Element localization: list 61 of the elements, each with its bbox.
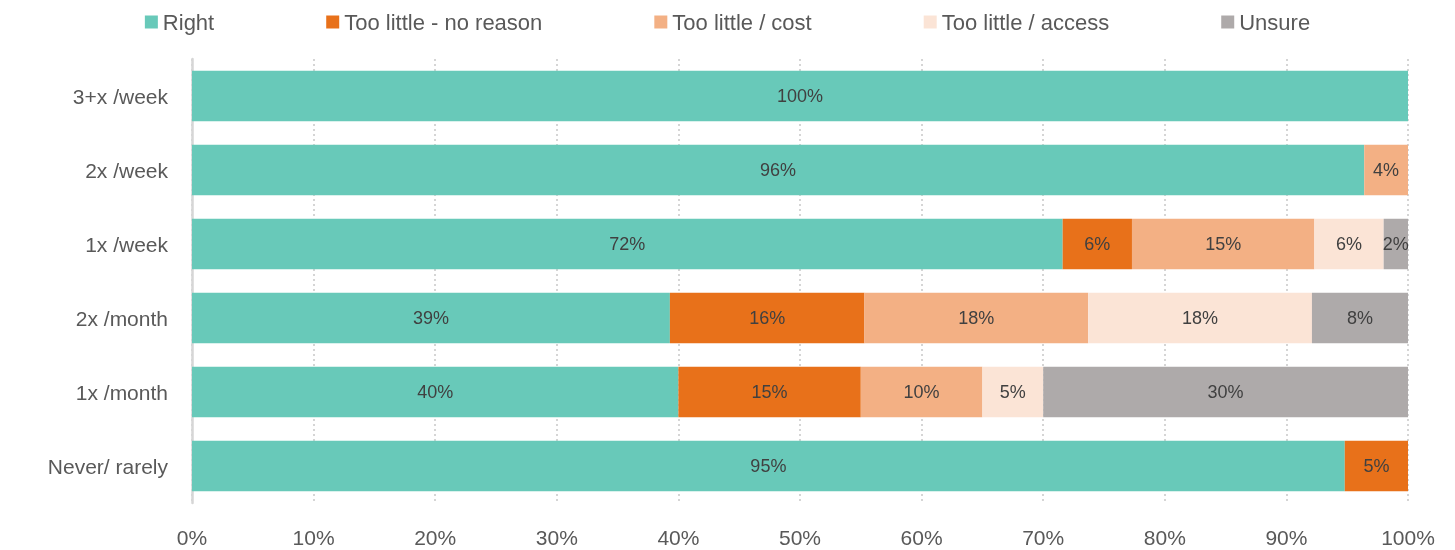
x-tick-label: 0% <box>176 526 208 549</box>
data-label: 95% <box>750 456 787 476</box>
x-tick-label: 80% <box>1143 526 1186 549</box>
data-label: 18% <box>1182 308 1219 328</box>
bar <box>1344 440 1408 492</box>
data-label: 2% <box>1382 234 1409 254</box>
data-label: 6% <box>1084 234 1111 254</box>
bar <box>1088 292 1312 344</box>
legend-label: Too little / cost <box>672 9 812 35</box>
bar <box>1131 218 1315 270</box>
bar <box>1364 144 1408 196</box>
bar <box>669 292 865 344</box>
data-label: 4% <box>1373 160 1400 180</box>
data-label: 8% <box>1346 308 1373 328</box>
data-label: 39% <box>412 308 449 328</box>
x-tick-label: 100% <box>1381 526 1435 549</box>
legend-label: Unsure <box>1239 9 1311 35</box>
legend-label: Too little / access <box>941 9 1110 35</box>
bar <box>192 144 1365 196</box>
bar <box>1062 218 1132 270</box>
legend-label: Too little - no reason <box>344 9 543 35</box>
y-tick-label: 3+x /week <box>72 84 169 108</box>
data-label: 96% <box>760 160 797 180</box>
y-tick-label: Never/ rarely <box>47 454 169 478</box>
data-label: 10% <box>903 382 940 402</box>
data-label: 100% <box>776 86 824 106</box>
bar <box>192 440 1345 492</box>
bar <box>192 292 670 344</box>
x-tick-label: 50% <box>778 526 822 549</box>
x-tick-label: 70% <box>1022 526 1065 549</box>
data-label: 5% <box>999 382 1026 402</box>
bar <box>1314 218 1384 270</box>
bar <box>192 70 1408 122</box>
x-tick-label: 30% <box>535 526 578 549</box>
data-label: 18% <box>958 308 995 328</box>
bar <box>982 366 1044 418</box>
x-tick-label: 20% <box>414 526 457 549</box>
x-tick-label: 60% <box>900 526 943 549</box>
x-tick-label: 90% <box>1265 526 1308 549</box>
x-tick-label: 10% <box>292 526 335 549</box>
y-tick-label: 2x /week <box>85 158 169 182</box>
data-label: 72% <box>609 234 646 254</box>
data-label: 15% <box>751 382 788 402</box>
data-label: 5% <box>1363 456 1390 476</box>
bar <box>1043 366 1408 418</box>
bar <box>864 292 1089 344</box>
bar <box>192 218 1063 270</box>
legend-label: Right <box>162 9 215 35</box>
x-tick-label: 40% <box>657 526 700 549</box>
bar <box>860 366 983 418</box>
bar <box>678 366 861 418</box>
bar <box>192 366 679 418</box>
y-tick-label: 1x /month <box>75 380 168 404</box>
data-label: 30% <box>1207 382 1244 402</box>
data-label: 6% <box>1336 234 1363 254</box>
y-tick-label: 2x /month <box>75 306 168 330</box>
y-tick-label: 1x /week <box>85 232 169 256</box>
data-label: 40% <box>417 382 454 402</box>
bar <box>1311 292 1408 344</box>
data-label: 15% <box>1205 234 1242 254</box>
data-label: 16% <box>749 308 786 328</box>
